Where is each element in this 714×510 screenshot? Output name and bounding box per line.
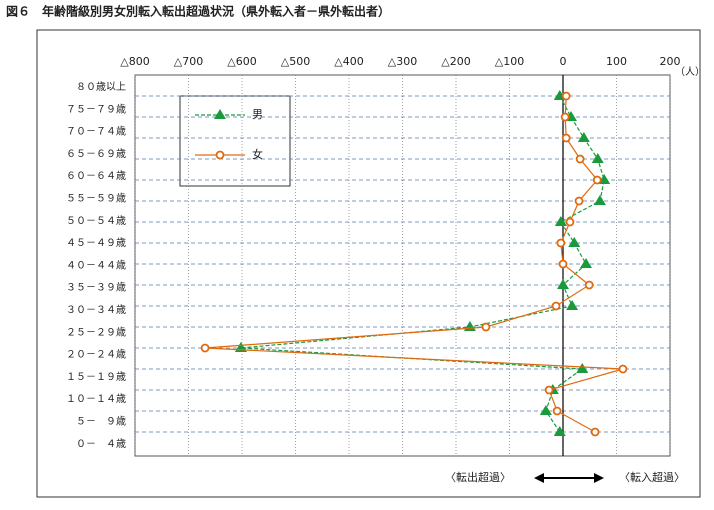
x-tick-label: △400 xyxy=(334,55,363,68)
x-tick-label: △200 xyxy=(441,55,470,68)
x-tick-label: △700 xyxy=(174,55,203,68)
y-tick-label: ８０歳以上 xyxy=(76,81,126,93)
point-marker xyxy=(591,153,604,163)
arrow xyxy=(534,473,604,483)
point-marker xyxy=(553,426,566,436)
point-marker xyxy=(557,279,569,289)
y-tick-label: ２５－２９歳 xyxy=(66,326,126,338)
point-marker xyxy=(580,258,593,268)
point-marker xyxy=(481,322,491,332)
point-marker xyxy=(576,363,589,373)
frame xyxy=(36,29,701,498)
point-marker xyxy=(539,405,552,415)
point-marker xyxy=(556,238,566,248)
point-marker xyxy=(551,301,561,311)
point-marker xyxy=(592,175,602,185)
y-tick-label: １５－１９歳 xyxy=(66,371,126,383)
y-tick-label: ５５－５９歳 xyxy=(66,193,126,205)
point-marker xyxy=(590,427,600,437)
y-tick-label: ７５－７９歳 xyxy=(66,103,126,115)
unit-label: （人） xyxy=(675,66,705,78)
y-tick-label: ７０－７４歳 xyxy=(66,126,126,138)
y-tick-label: ４０－４４歳 xyxy=(66,259,126,271)
y-tick-label: ０－ ４歳 xyxy=(76,438,126,450)
y-tick-label: ５－ ９歳 xyxy=(76,416,126,428)
point-marker xyxy=(566,300,579,310)
point-marker xyxy=(552,406,562,416)
point-marker xyxy=(584,280,594,290)
legend-label: 女 xyxy=(252,147,263,161)
point-marker xyxy=(593,195,606,205)
point-marker xyxy=(575,154,585,164)
x-tick-label: △300 xyxy=(388,55,417,68)
point-marker xyxy=(558,259,568,269)
y-tick-label: ６５－６９歳 xyxy=(66,148,126,160)
legend-label: 男 xyxy=(252,108,263,121)
x-tick-label: △100 xyxy=(495,55,524,68)
x-tick-label: △500 xyxy=(281,55,310,68)
point-marker xyxy=(463,321,476,331)
point-marker xyxy=(618,364,628,374)
x-tick-label: △600 xyxy=(227,55,256,68)
y-tick-label: ４５－４９歳 xyxy=(66,237,126,249)
point-marker xyxy=(561,133,571,143)
annotation: 〈転出超過〉 xyxy=(445,470,511,484)
point-marker xyxy=(200,343,210,353)
y-tick-label: ３０－３４歳 xyxy=(66,304,126,316)
point-marker xyxy=(574,196,584,206)
point-marker xyxy=(215,150,225,160)
y-tick-label: ６０－６４歳 xyxy=(66,170,126,182)
x-tick-label: △800 xyxy=(120,55,149,68)
point-marker xyxy=(568,237,581,247)
point-marker xyxy=(554,216,567,226)
point-marker xyxy=(561,91,571,101)
point-marker xyxy=(214,109,226,119)
annotation: 〈転入超過〉 xyxy=(619,470,685,484)
point-marker xyxy=(544,385,554,395)
point-marker xyxy=(560,112,570,122)
x-tick-label: 0 xyxy=(560,55,567,68)
point-marker xyxy=(577,132,590,142)
y-tick-label: ３５－３９歳 xyxy=(66,282,126,294)
y-tick-label: ２０－２４歳 xyxy=(66,349,126,361)
point-marker xyxy=(565,217,575,227)
legend xyxy=(179,95,291,187)
y-tick-label: １０－１４歳 xyxy=(66,393,126,405)
chart-title: 図６ 年齢階級別男女別転入転出超過状況（県外転入者－県外転出者） xyxy=(6,4,390,19)
x-tick-label: 200 xyxy=(660,55,681,68)
y-tick-label: ５０－５４歳 xyxy=(66,215,126,227)
x-tick-label: 100 xyxy=(606,55,627,68)
